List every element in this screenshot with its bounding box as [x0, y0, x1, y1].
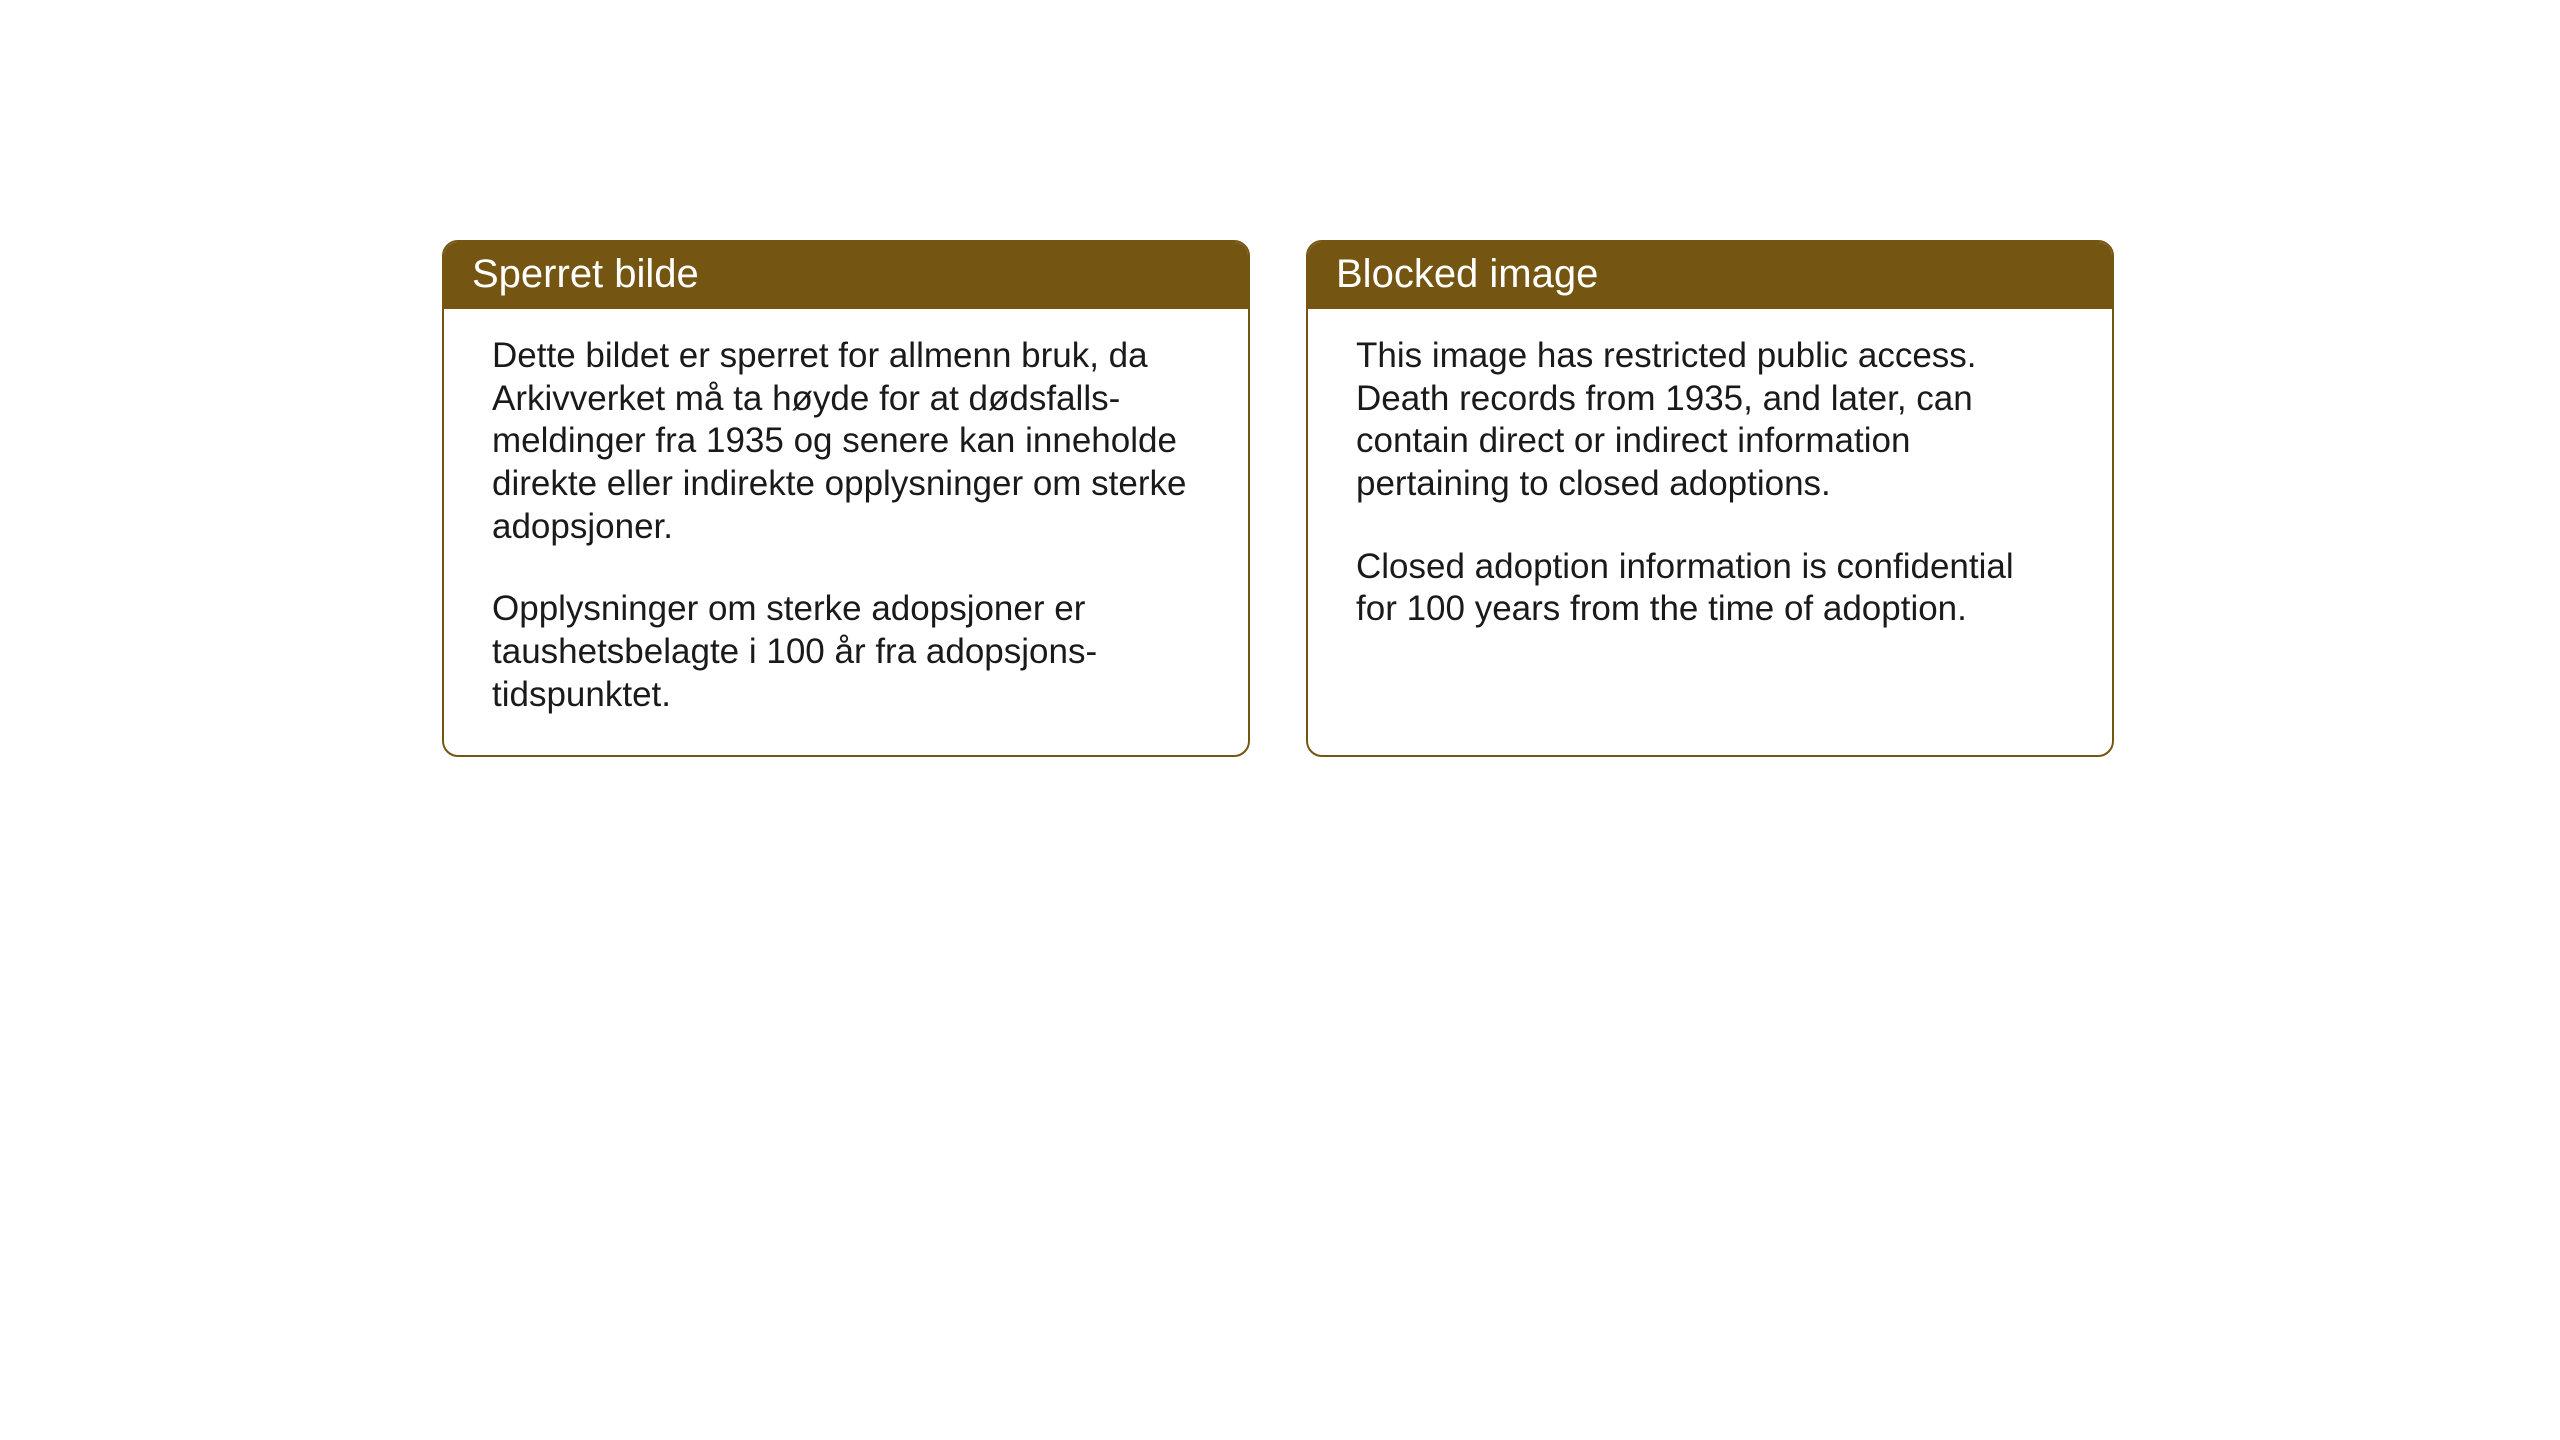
card-paragraph: Opplysninger om sterke adopsjoner er tau… — [492, 588, 1200, 716]
card-body: Dette bildet er sperret for allmenn bruk… — [444, 309, 1248, 755]
card-title: Sperret bilde — [472, 252, 699, 296]
notice-container: Sperret bilde Dette bildet er sperret fo… — [442, 240, 2114, 757]
card-header: Sperret bilde — [444, 242, 1248, 309]
card-header: Blocked image — [1308, 242, 2112, 309]
card-paragraph: This image has restricted public access.… — [1356, 335, 2064, 506]
notice-card-norwegian: Sperret bilde Dette bildet er sperret fo… — [442, 240, 1250, 757]
notice-card-english: Blocked image This image has restricted … — [1306, 240, 2114, 757]
card-body: This image has restricted public access.… — [1308, 309, 2112, 749]
card-paragraph: Closed adoption information is confident… — [1356, 546, 2064, 631]
card-paragraph: Dette bildet er sperret for allmenn bruk… — [492, 335, 1200, 548]
card-title: Blocked image — [1336, 252, 1598, 296]
